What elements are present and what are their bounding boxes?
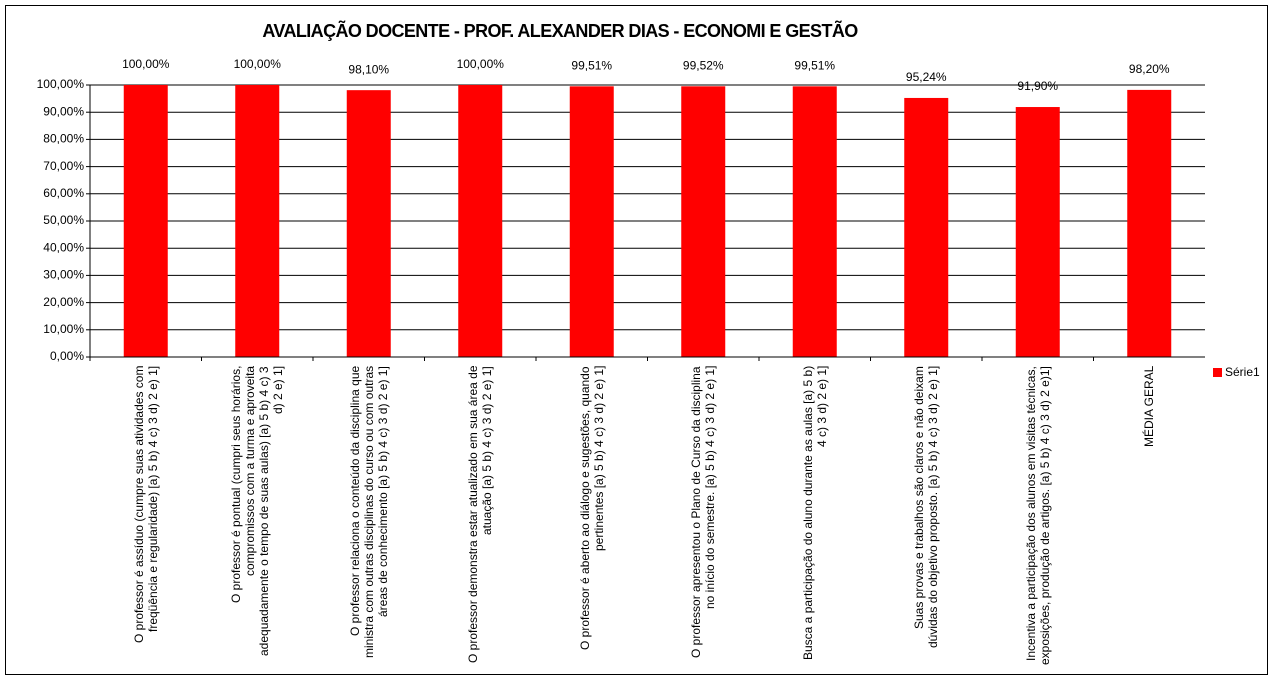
- legend-label: Série1: [1225, 365, 1260, 379]
- data-label: 95,24%: [906, 70, 947, 84]
- x-tick-label: O professor relaciona o conteúdo da disc…: [347, 366, 390, 659]
- x-tick-label: O professor é aberto ao diálogo e sugest…: [577, 366, 606, 650]
- data-label: 100,00%: [234, 57, 282, 71]
- bar: [458, 85, 503, 357]
- y-tick-label: 70,00%: [43, 159, 84, 173]
- x-tick-label: Suas provas e trabalhos são claros e não…: [912, 366, 941, 649]
- y-tick-label: 30,00%: [43, 268, 84, 282]
- bar: [123, 85, 168, 357]
- x-tick-label: Incentiva a participação dos alunos em v…: [1023, 366, 1052, 665]
- data-label: 100,00%: [122, 57, 170, 71]
- x-tick-label: O professor é assíduo (cumpre suas ativi…: [131, 366, 160, 644]
- bar: [681, 86, 726, 357]
- data-label: 100,00%: [457, 57, 505, 71]
- x-tick-label: O professor é pontual (cumpri seus horár…: [229, 366, 286, 656]
- data-label: 98,10%: [348, 62, 389, 76]
- data-label: 99,51%: [571, 59, 612, 73]
- y-tick-label: 60,00%: [43, 186, 84, 200]
- bar: [346, 90, 391, 357]
- y-tick-label: 50,00%: [43, 213, 84, 227]
- bar: [235, 85, 280, 357]
- x-tick-label: Busca a participação do aluno durante as…: [800, 366, 829, 661]
- bar: [792, 86, 837, 358]
- data-label: 99,52%: [683, 58, 724, 72]
- x-tick-label: O professor demonstra estar atualizado e…: [466, 366, 495, 664]
- y-tick-label: 90,00%: [43, 104, 84, 118]
- y-tick-label: 0,00%: [50, 349, 84, 363]
- chart-frame: [5, 5, 1268, 675]
- data-label: 98,20%: [1129, 62, 1170, 76]
- y-tick-label: 20,00%: [43, 295, 84, 309]
- y-tick-label: 100,00%: [37, 77, 85, 91]
- y-tick-label: 40,00%: [43, 240, 84, 254]
- x-tick-label: O professor apresentou o Plano de Curso …: [689, 366, 718, 658]
- x-tick-label: MÉDIA GERAL: [1142, 366, 1157, 448]
- data-label: 99,51%: [794, 59, 835, 73]
- bar: [569, 86, 614, 358]
- y-tick-label: 80,00%: [43, 132, 84, 146]
- bar: [1015, 107, 1060, 357]
- y-tick-label: 10,00%: [43, 322, 84, 336]
- bar: [1127, 89, 1172, 358]
- legend-swatch: [1213, 368, 1222, 377]
- chart-title: AVALIAÇÃO DOCENTE - PROF. ALEXANDER DIAS…: [262, 20, 858, 41]
- data-label: 91,90%: [1017, 79, 1058, 93]
- bar: [904, 97, 949, 357]
